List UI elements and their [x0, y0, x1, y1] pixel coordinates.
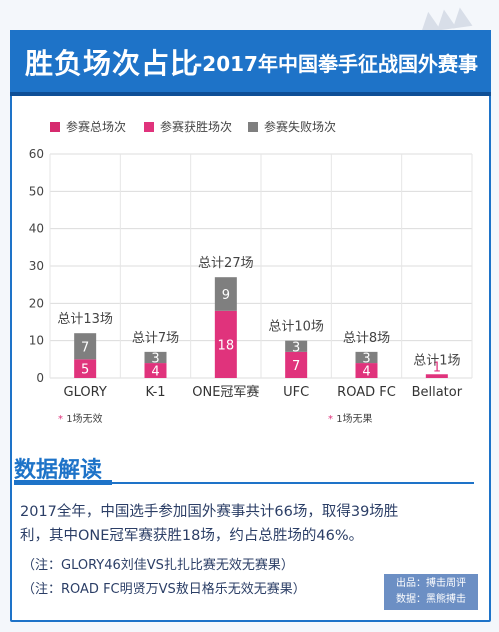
data-label-losses: 3	[292, 340, 300, 355]
footnote-glory: * 1场无效	[58, 414, 103, 425]
legend-label-total: 参赛总场次	[66, 120, 127, 134]
bar-wins	[355, 363, 378, 378]
bar-losses	[74, 333, 97, 360]
legend-swatch-wins	[144, 122, 154, 132]
x-tick-label: UFC	[283, 385, 309, 400]
y-tick-label: 30	[29, 259, 44, 273]
source-line-2: 数据：黑熊搏击	[396, 594, 466, 605]
bar-losses	[214, 277, 237, 311]
data-label-total: 总计1场	[413, 353, 460, 368]
data-label-wins: 1	[433, 360, 441, 375]
analysis-line-2: 利，其中ONE冠军赛获胜18场，约占总胜场的46%。	[20, 528, 364, 544]
y-tick-label: 0	[36, 371, 44, 385]
bar-wins	[74, 359, 97, 378]
bar-losses	[355, 351, 378, 364]
y-tick-label: 10	[29, 334, 44, 348]
bar-chart: 010203040506075总计13场GLORY34总计7场K-1918总计2…	[29, 147, 473, 400]
data-label-total: 总计27场	[198, 256, 254, 271]
bar-wins	[285, 351, 308, 378]
bar-wins	[144, 363, 167, 378]
data-label-wins: 4	[362, 365, 370, 380]
x-tick-label: K-1	[145, 385, 165, 400]
data-label-losses: 3	[151, 351, 159, 366]
analysis-note-1: （注：GLORY46刘佳VS扎扎比赛无效无赛果）	[22, 558, 294, 573]
data-label-total: 总计13场	[57, 312, 113, 327]
analysis-heading: 数据解读	[14, 458, 103, 483]
page-subtitle: -2017年中国拳手征战国外赛事	[194, 52, 478, 76]
analysis-note-2: （注：ROAD FC明贤万VS敖日格乐无效无赛果）	[22, 582, 306, 597]
title-bar: 胜负场次占比 -2017年中国拳手征战国外赛事	[10, 30, 491, 96]
bar-wins	[214, 310, 237, 378]
bar-losses	[285, 340, 308, 352]
data-label-wins: 18	[218, 338, 235, 353]
legend-swatch-losses	[248, 122, 258, 132]
data-label-total: 总计7场	[132, 331, 179, 346]
legend-swatch-total	[50, 122, 60, 132]
y-tick-label: 20	[29, 296, 44, 310]
footnote-roadfc: * 1场无果	[328, 414, 373, 425]
analysis-divider	[14, 480, 474, 485]
data-label-wins: 5	[81, 363, 89, 378]
data-label-wins: 7	[292, 359, 300, 374]
x-tick-label: Bellator	[412, 385, 463, 400]
data-label-losses: 3	[362, 351, 370, 366]
data-label-wins: 4	[151, 365, 159, 380]
legend-item-total: 参赛总场次	[50, 118, 126, 135]
data-label-total: 总计10场	[268, 320, 324, 335]
source-box: 出品：搏击周评 数据：黑熊搏击	[384, 574, 478, 610]
data-label-total: 总计8场	[343, 331, 390, 346]
analysis-line-1: 2017全年，中国选手参加国外赛事共计66场，取得39场胜	[20, 504, 399, 520]
y-tick-label: 60	[29, 147, 44, 161]
x-tick-label: ONE冠军赛	[192, 384, 259, 400]
y-tick-label: 40	[29, 222, 44, 236]
x-tick-label: GLORY	[64, 385, 107, 400]
bar-wins	[425, 374, 448, 378]
legend-item-wins: 参赛获胜场次	[144, 118, 232, 135]
legend-item-losses: 参赛失败场次	[248, 118, 336, 135]
page-title: 胜负场次占比	[25, 47, 200, 80]
data-label-losses: 7	[81, 340, 89, 355]
legend-label-losses: 参赛失败场次	[264, 120, 337, 134]
source-line-1: 出品：搏击周评	[396, 578, 466, 589]
y-tick-label: 50	[29, 184, 44, 198]
bar-losses	[144, 351, 167, 364]
x-tick-label: ROAD FC	[337, 385, 396, 400]
data-label-losses: 9	[222, 288, 230, 303]
legend-label-wins: 参赛获胜场次	[160, 120, 233, 134]
